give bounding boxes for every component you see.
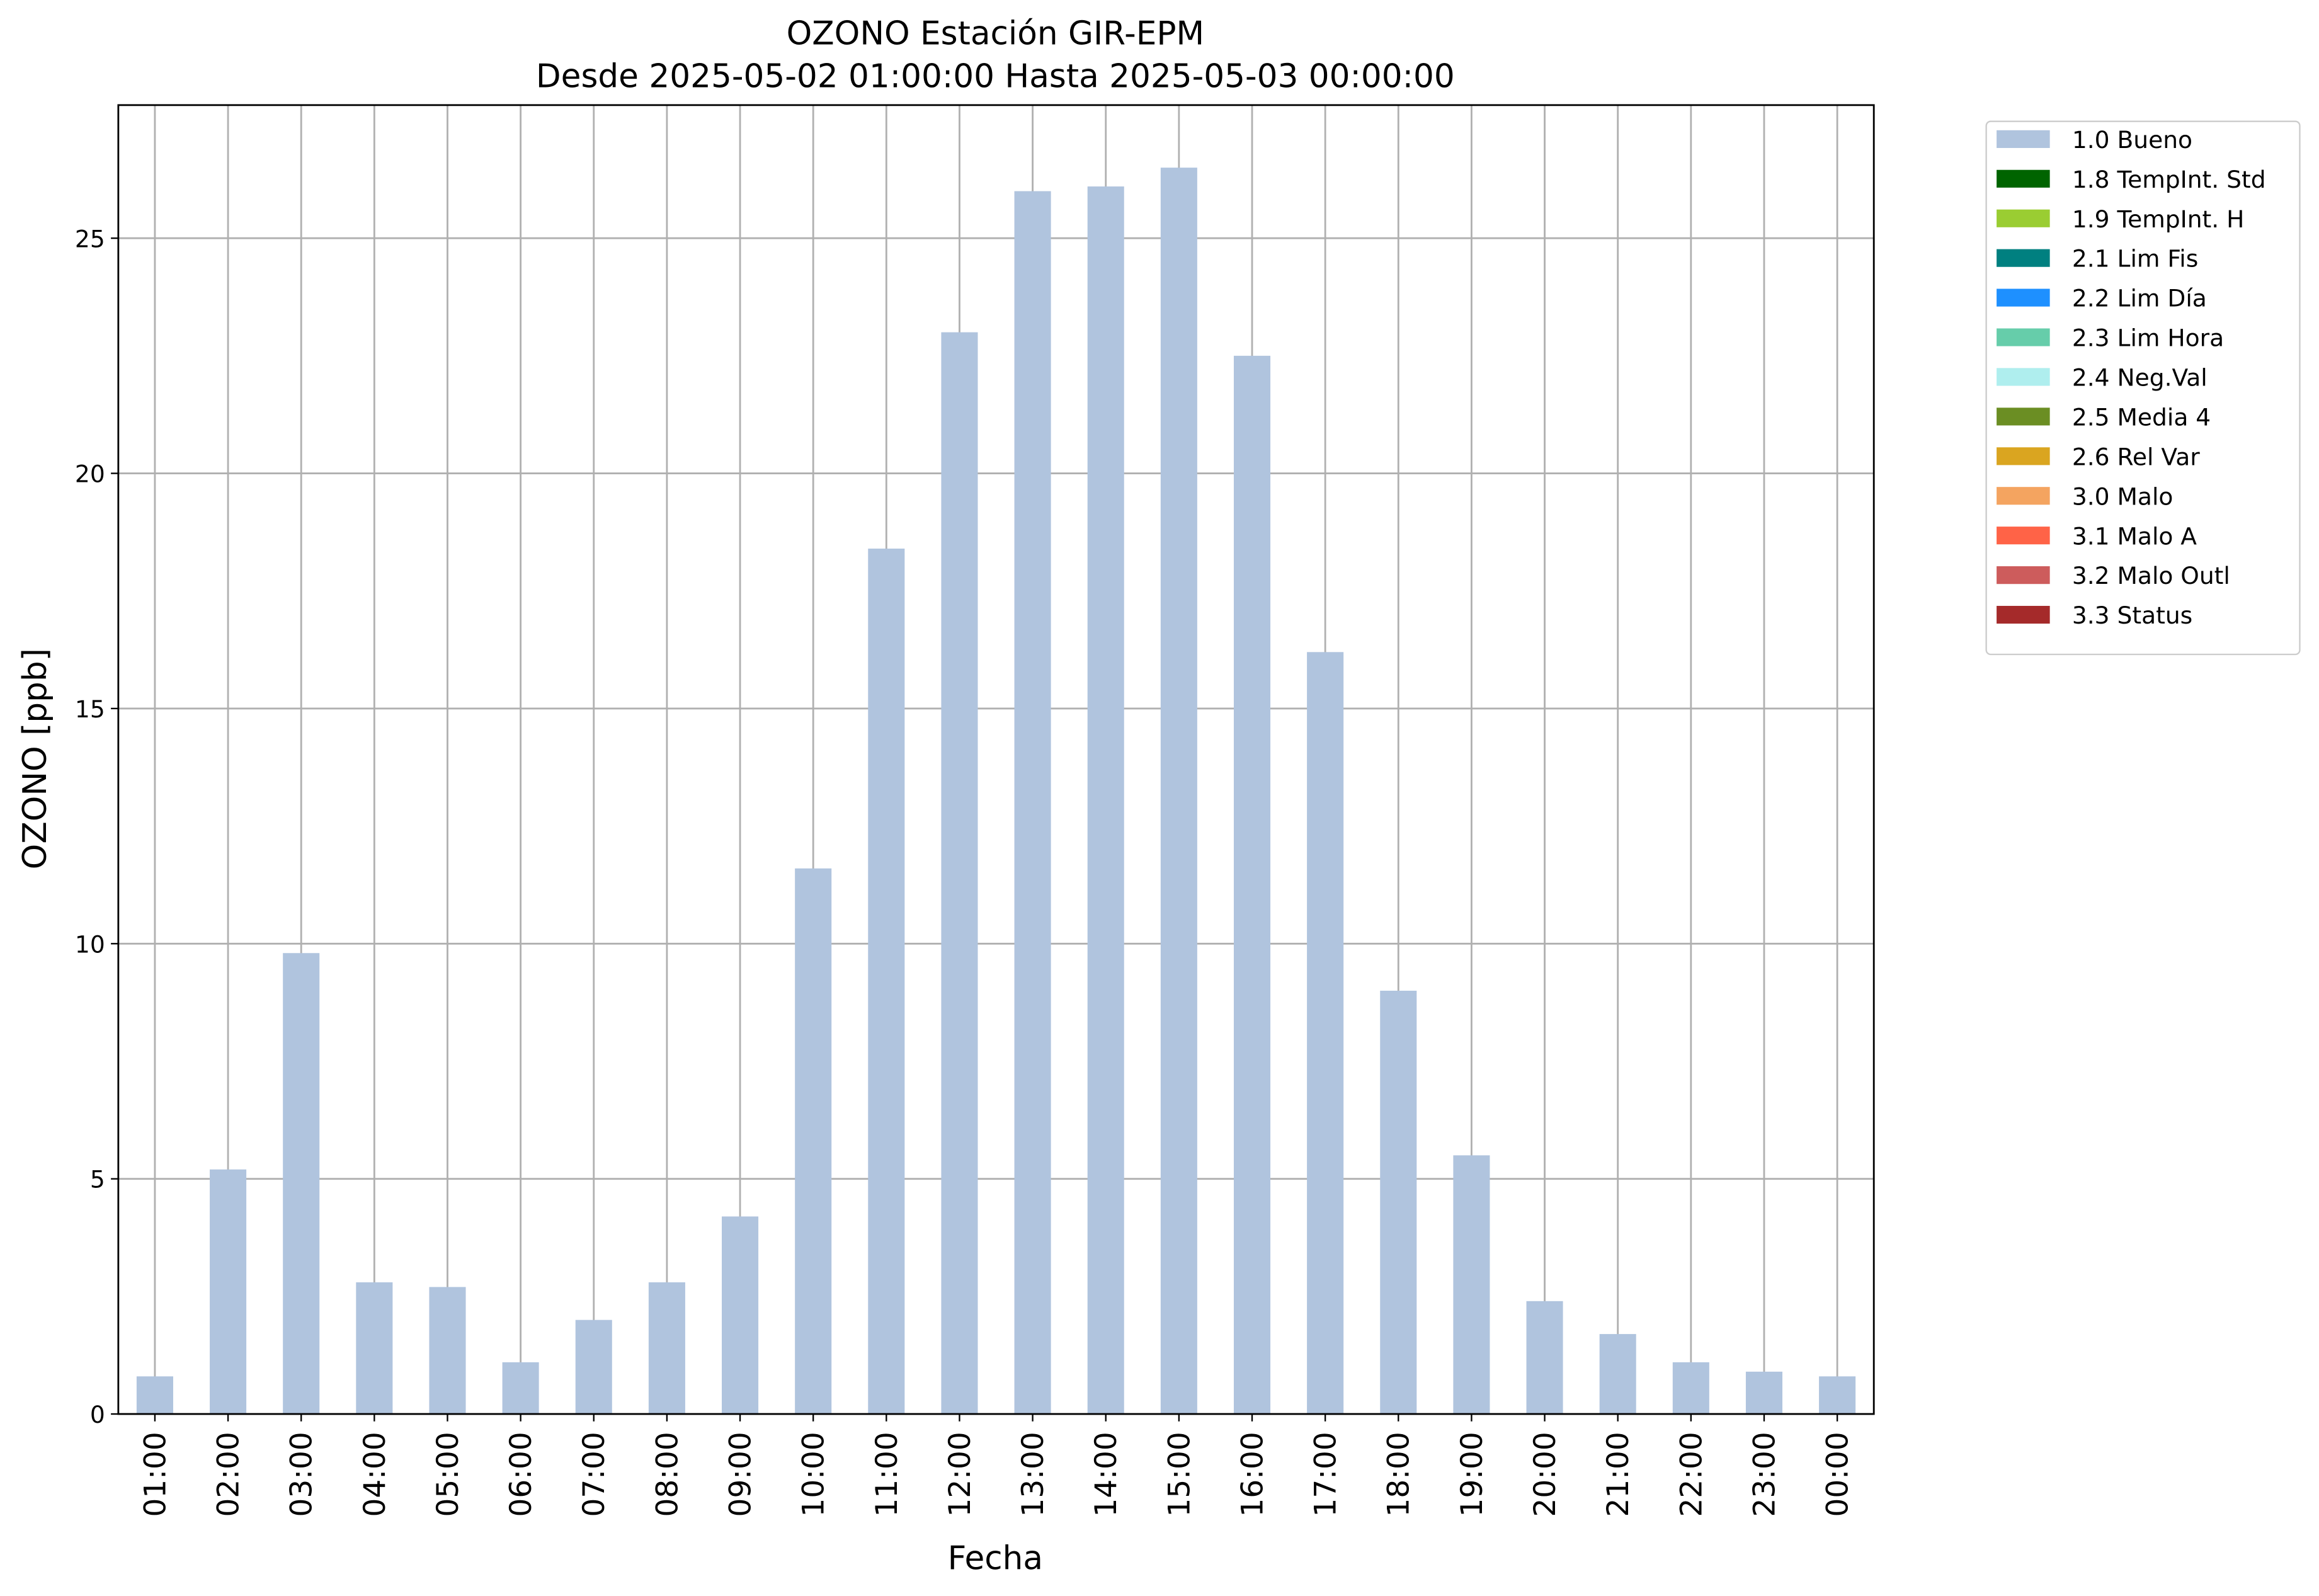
x-tick-label: 20:00 (1528, 1432, 1563, 1517)
x-tick-label: 21:00 (1601, 1432, 1636, 1517)
bar (1672, 1362, 1709, 1415)
bar (722, 1216, 759, 1415)
bar (648, 1282, 685, 1415)
y-tick-label: 25 (75, 225, 105, 253)
legend-label: 3.3 Status (2072, 601, 2192, 629)
legend-label: 3.0 Malo (2072, 482, 2174, 510)
bar (1233, 355, 1271, 1415)
legend-swatch (1997, 605, 2050, 624)
x-tick-label: 19:00 (1455, 1432, 1490, 1517)
x-tick-label: 02:00 (212, 1432, 246, 1517)
x-tick-label: 12:00 (943, 1432, 977, 1517)
x-tick-label: 17:00 (1309, 1432, 1343, 1517)
bar (283, 953, 320, 1415)
legend-swatch (1997, 527, 2050, 545)
x-tick-label: 04:00 (358, 1432, 392, 1517)
y-tick-label: 10 (75, 930, 105, 958)
x-tick-label: 01:00 (138, 1432, 173, 1517)
chart-subtitle: Desde 2025-05-02 01:00:00 Hasta 2025-05-… (536, 58, 1455, 96)
legend-label: 2.4 Neg.Val (2072, 364, 2208, 392)
legend-swatch (1997, 566, 2050, 584)
x-tick-label: 11:00 (870, 1432, 904, 1517)
bar (1526, 1301, 1563, 1415)
bar (1380, 990, 1417, 1415)
legend-swatch (1997, 288, 2050, 307)
x-tick-label: 13:00 (1016, 1432, 1051, 1517)
legend-swatch (1997, 368, 2050, 386)
y-tick-label: 15 (75, 695, 105, 723)
bar (136, 1376, 173, 1415)
bar (868, 549, 905, 1415)
bar (1599, 1334, 1636, 1415)
plot-frame (117, 104, 1875, 1415)
bar (502, 1362, 539, 1415)
bar (210, 1169, 247, 1415)
legend-label: 2.6 Rel Var (2072, 443, 2200, 470)
bar (1014, 191, 1051, 1415)
bar (429, 1287, 466, 1415)
y-tick-label: 5 (90, 1166, 105, 1194)
x-tick-label: 15:00 (1162, 1432, 1197, 1517)
legend-label: 2.2 Lim Día (2072, 285, 2207, 312)
x-tick-label: 22:00 (1674, 1432, 1709, 1517)
x-tick-label: 07:00 (577, 1432, 612, 1517)
legend-swatch (1997, 209, 2050, 227)
x-tick-label: 05:00 (431, 1432, 465, 1517)
x-tick-label: 08:00 (650, 1432, 685, 1517)
y-axis-label: OZONO [ppb] (16, 648, 54, 869)
y-tick-label: 20 (75, 460, 105, 488)
x-tick-label: 10:00 (797, 1432, 831, 1517)
x-axis-label: Fecha (948, 1540, 1043, 1578)
x-tick-label: 09:00 (723, 1432, 758, 1517)
legend-swatch (1997, 408, 2050, 426)
legend-label: 1.8 TempInt. Std (2072, 166, 2266, 193)
x-tick-label: 14:00 (1089, 1432, 1124, 1517)
legend-label: 2.5 Media 4 (2072, 403, 2211, 431)
bar (1745, 1371, 1783, 1415)
legend-label: 1.0 Bueno (2072, 126, 2192, 154)
legend-label: 1.9 TempInt. H (2072, 205, 2245, 233)
legend-label: 3.1 Malo A (2072, 522, 2197, 550)
bar (575, 1320, 612, 1415)
bar (795, 868, 832, 1415)
x-tick-label: 16:00 (1235, 1432, 1270, 1517)
x-tick-label: 06:00 (504, 1432, 538, 1517)
bar (941, 332, 978, 1415)
legend-box (1985, 120, 2301, 656)
bar (356, 1282, 393, 1415)
legend-swatch (1997, 447, 2050, 465)
legend-label: 3.2 Malo Outl (2072, 562, 2230, 590)
chart-title: OZONO Estación GIR-EPM (787, 15, 1204, 53)
bar (1819, 1376, 1856, 1415)
x-tick-label: 23:00 (1747, 1432, 1782, 1517)
legend-label: 2.1 Lim Fis (2072, 245, 2198, 273)
bar (1307, 652, 1344, 1415)
legend-label: 2.3 Lim Hora (2072, 324, 2224, 352)
legend-swatch (1997, 487, 2050, 505)
x-tick-label: 03:00 (285, 1432, 319, 1517)
bar (1087, 186, 1124, 1415)
bar (1160, 168, 1197, 1415)
legend-swatch (1997, 328, 2050, 346)
legend-swatch (1997, 130, 2050, 148)
x-tick-label: 00:00 (1821, 1432, 1855, 1517)
legend-swatch (1997, 249, 2050, 267)
x-tick-label: 18:00 (1382, 1432, 1416, 1517)
y-tick-label: 0 (90, 1401, 105, 1428)
legend-swatch (1997, 169, 2050, 188)
bar (1453, 1155, 1490, 1415)
